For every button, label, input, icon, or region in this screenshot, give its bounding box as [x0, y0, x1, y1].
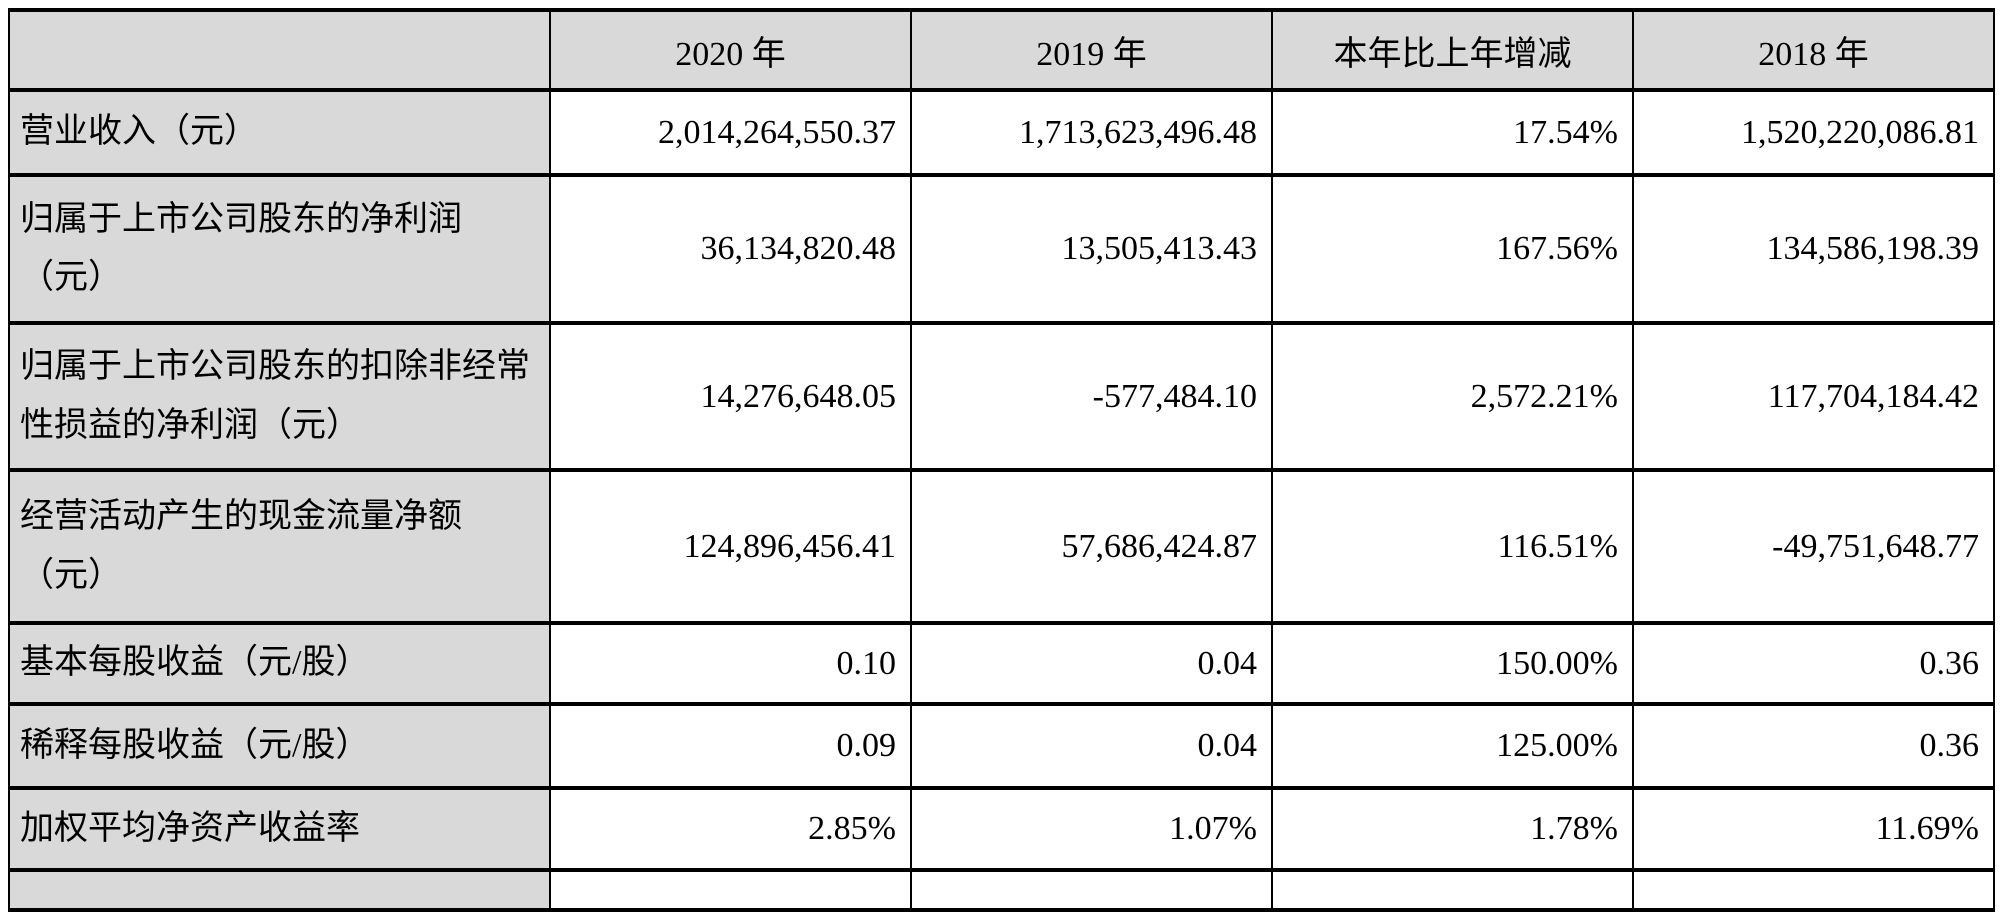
- value-cell: 116.51%: [1271, 468, 1634, 625]
- table-row: 稀释每股收益（元/股） 0.09 0.04 125.00% 0.36: [8, 702, 1995, 790]
- row-label-cell: 经营活动产生的现金流量净额（元）: [8, 468, 551, 625]
- value-cell: -577,484.10: [910, 321, 1273, 472]
- value-cell: 1.07%: [910, 786, 1273, 872]
- value-cell: 117,704,184.42: [1632, 321, 1995, 472]
- value-cell: 134,586,198.39: [1632, 173, 1995, 325]
- table-row: 基本每股收益（元/股） 0.10 0.04 150.00% 0.36: [8, 621, 1995, 706]
- table-row: 经营活动产生的现金流量净额（元） 124,896,456.41 57,686,424…: [8, 468, 1995, 625]
- value-cell: 150.00%: [1271, 621, 1634, 706]
- value-cell: 2,014,264,550.37: [549, 88, 912, 177]
- row-label-cell: 加权平均净资产收益率: [8, 786, 551, 872]
- value-cell: 0.10: [549, 621, 912, 706]
- row-label-cell: 归属于上市公司股东的净利润（元）: [8, 173, 551, 325]
- value-cell: 0.36: [1632, 621, 1995, 706]
- column-header-cell: 2018 年: [1632, 8, 1995, 92]
- value-cell: 36,134,820.48: [549, 173, 912, 325]
- value-cell: 0.04: [910, 702, 1273, 790]
- table-row: 归属于上市公司股东的扣除非经常性损益的净利润（元） 14,276,648.05 -5…: [8, 321, 1995, 472]
- value-cell: 13,505,413.43: [910, 173, 1273, 325]
- value-cell: 14,276,648.05: [549, 321, 912, 472]
- value-cell: 1,713,623,496.48: [910, 88, 1273, 177]
- table-row: 加权平均净资产收益率 2.85% 1.07% 1.78% 11.69%: [8, 786, 1995, 872]
- corner-header-cell: [8, 8, 551, 92]
- value-cell: [549, 868, 912, 912]
- column-header-cell: 2019 年: [910, 8, 1273, 92]
- table-header-row: 2020 年 2019 年本年比上年增减 2018 年: [8, 8, 1995, 92]
- financial-summary-table: 2020 年 2019 年本年比上年增减 2018 年 营业收入（元） 2,014,2…: [8, 8, 1995, 912]
- value-cell: 0.36: [1632, 702, 1995, 790]
- row-label-cell: 归属于上市公司股东的扣除非经常性损益的净利润（元）: [8, 321, 551, 472]
- value-cell: 124,896,456.41: [549, 468, 912, 625]
- value-cell: [910, 868, 1273, 912]
- value-cell: 0.09: [549, 702, 912, 790]
- value-cell: [1271, 868, 1634, 912]
- value-cell: 57,686,424.87: [910, 468, 1273, 625]
- value-cell: 1.78%: [1271, 786, 1634, 872]
- row-label-cell: 基本每股收益（元/股）: [8, 621, 551, 706]
- column-header-cell: 2020 年: [549, 8, 912, 92]
- value-cell: 2.85%: [549, 786, 912, 872]
- row-label-cell: [8, 868, 551, 912]
- value-cell: 2,572.21%: [1271, 321, 1634, 472]
- column-header-cell: 本年比上年增减: [1271, 8, 1634, 92]
- table-row-partial: [8, 868, 1995, 912]
- value-cell: 1,520,220,086.81: [1632, 88, 1995, 177]
- value-cell: 0.04: [910, 621, 1273, 706]
- value-cell: 125.00%: [1271, 702, 1634, 790]
- row-label-cell: 营业收入（元）: [8, 88, 551, 177]
- table-row: 归属于上市公司股东的净利润（元） 36,134,820.48 13,505,413.…: [8, 173, 1995, 325]
- value-cell: [1632, 868, 1995, 912]
- value-cell: 11.69%: [1632, 786, 1995, 872]
- value-cell: -49,751,648.77: [1632, 468, 1995, 625]
- value-cell: 167.56%: [1271, 173, 1634, 325]
- row-label-cell: 稀释每股收益（元/股）: [8, 702, 551, 790]
- table-row: 营业收入（元） 2,014,264,550.37 1,713,623,496.48 1…: [8, 88, 1995, 177]
- value-cell: 17.54%: [1271, 88, 1634, 177]
